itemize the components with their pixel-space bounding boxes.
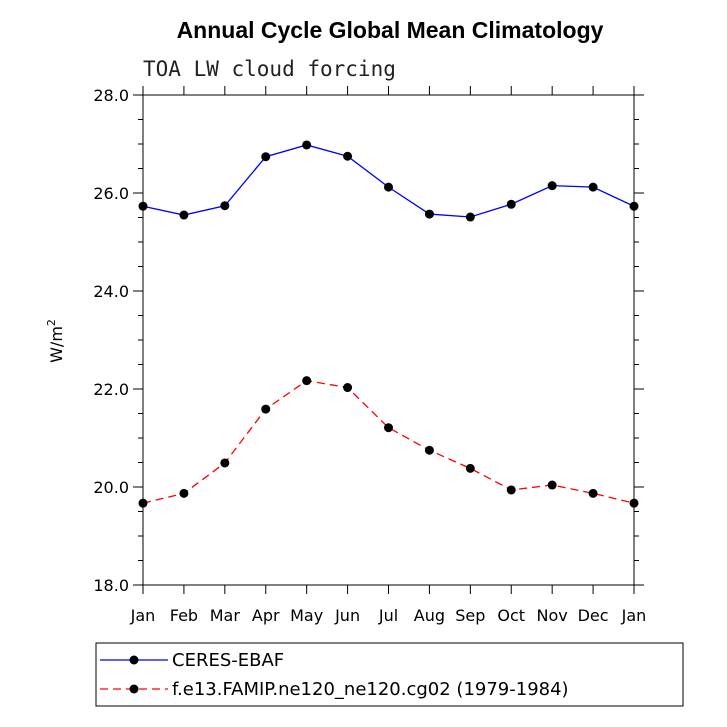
- data-point-1: [220, 458, 230, 468]
- data-point-1: [261, 404, 271, 414]
- x-tick-label: Sep: [455, 606, 485, 625]
- data-point-0: [261, 152, 271, 162]
- data-point-0: [343, 151, 353, 161]
- data-point-1: [588, 488, 598, 498]
- data-point-1: [179, 488, 189, 498]
- plot-area: 18.0 20.0 22.0 24.0 26.0 28.0 Jan Feb Mar Apr May J…: [93, 86, 646, 625]
- x-tick-label: Jan: [130, 606, 156, 625]
- data-point-0: [384, 182, 393, 192]
- data-point-1: [465, 463, 475, 473]
- data-point-0: [220, 201, 230, 211]
- x-tick-label: Aug: [414, 606, 445, 625]
- legend: CERES-EBAF f.e13.FAMIP.ne120_ne120.cg02 (…: [95, 642, 684, 707]
- data-point-0: [465, 212, 475, 222]
- data-point-0: [547, 181, 557, 191]
- chart-title: Annual Cycle Global Mean Climatology: [177, 17, 604, 43]
- x-tick-label: Jan: [621, 606, 647, 625]
- y-tick-label: 24.0: [93, 282, 129, 301]
- y-tick-label: 28.0: [93, 86, 129, 105]
- data-point-0: [629, 201, 639, 211]
- data-point-1: [302, 376, 312, 386]
- svg-text:W/m2: W/m2: [45, 319, 66, 363]
- x-tick-label: Dec: [578, 606, 609, 625]
- legend-label-0: CERES-EBAF: [172, 650, 284, 671]
- series-line-1: [142, 379, 635, 504]
- y-tick-label: 20.0: [93, 478, 129, 497]
- x-tick-label: Jun: [334, 606, 360, 625]
- x-tick-label: Apr: [252, 606, 280, 625]
- x-tick-label: Oct: [497, 606, 525, 625]
- data-point-0: [588, 182, 598, 192]
- legend-marker-1: [129, 684, 139, 694]
- legend-label-1: f.e13.FAMIP.ne120_ne120.cg02 (1979-1984): [172, 679, 569, 700]
- series-line-0: [142, 144, 635, 218]
- data-point-0: [506, 199, 516, 209]
- data-point-1: [629, 498, 639, 508]
- y-axis-title: W/m2: [45, 319, 66, 363]
- data-point-1: [384, 423, 393, 433]
- y-tick-label: 26.0: [93, 184, 129, 203]
- x-tick-label: Nov: [537, 606, 568, 625]
- ylabel-superscript: 2: [45, 319, 58, 326]
- data-point-1: [424, 445, 434, 455]
- legend-box: [95, 642, 684, 707]
- chart-subtitle: TOA LW cloud forcing: [143, 57, 396, 81]
- x-tick-label: Feb: [170, 606, 198, 625]
- data-point-0: [424, 209, 434, 219]
- data-point-1: [343, 383, 353, 393]
- y-tick-label: 18.0: [93, 576, 129, 595]
- x-tick-label: Jul: [378, 606, 398, 625]
- data-point-0: [302, 140, 312, 150]
- x-tick-label: May: [290, 606, 323, 625]
- data-point-1: [138, 498, 148, 508]
- legend-marker-0: [129, 655, 139, 665]
- data-point-1: [547, 480, 557, 490]
- ylabel-text: W/m: [47, 326, 66, 363]
- y-tick-label: 22.0: [93, 380, 129, 399]
- x-tick-label: Mar: [210, 606, 241, 625]
- data-point-0: [179, 210, 189, 220]
- data-point-0: [138, 201, 148, 211]
- data-point-1: [506, 485, 516, 495]
- plot-frame: [142, 94, 635, 586]
